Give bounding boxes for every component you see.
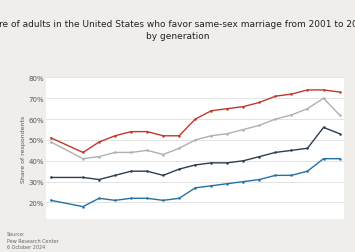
Text: Source:
Pew Research Center
6 October 2024: Source: Pew Research Center 6 October 20… [7,231,59,249]
Text: Share of adults in the United States who favor same-sex marriage from 2001 to 20: Share of adults in the United States who… [0,20,355,41]
Y-axis label: Share of respondents: Share of respondents [21,115,26,182]
